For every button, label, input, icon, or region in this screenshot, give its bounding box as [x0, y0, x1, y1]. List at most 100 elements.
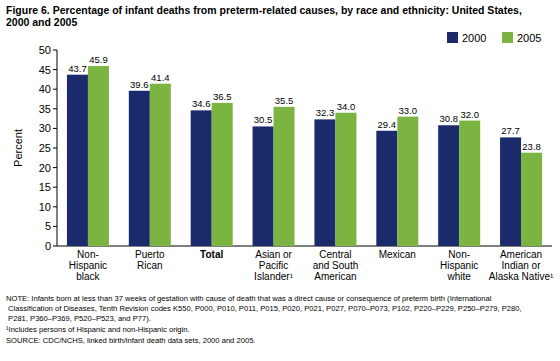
x-tick-label: Asian orPacificIslander¹: [254, 249, 294, 282]
x-tick-label: AmericanIndian orAlaska Native¹: [489, 249, 554, 282]
y-tick-label: 15: [39, 181, 51, 193]
text-line: NOTE: Infants born at less than 37 weeks…: [6, 294, 492, 303]
text-line: Pacific: [259, 260, 288, 271]
bar: [500, 137, 521, 246]
data-label: 39.6: [130, 79, 149, 90]
x-tick-label: Non-Hispanicwhite: [440, 249, 478, 282]
data-label: 35.5: [275, 95, 294, 106]
data-label: 45.9: [89, 54, 108, 65]
text-line: SOURCE: CDC/NCHS, linked birth/infant de…: [6, 336, 255, 345]
text-line: ¹Includes persons of Hispanic and non-Hi…: [6, 325, 190, 334]
data-label: 27.7: [501, 125, 520, 136]
legend: 2000 2005: [447, 32, 541, 44]
bar: [314, 119, 335, 246]
bar: [67, 75, 88, 246]
note: SOURCE: CDC/NCHS, linked birth/infant de…: [6, 336, 255, 345]
bar: [376, 131, 397, 246]
y-tick: [53, 206, 57, 207]
x-tick-label: Non-Hispanicblack: [69, 249, 107, 282]
text-line: Asian or: [255, 249, 292, 260]
text-line: Non-: [448, 249, 470, 260]
bar: [129, 91, 150, 246]
title: Figure 6. Percentage of infant deaths fr…: [6, 4, 522, 28]
text-line: Hispanic: [440, 260, 478, 271]
text-line: Figure 6. Percentage of infant deaths fr…: [6, 4, 522, 16]
bar: [438, 125, 459, 246]
y-tick-label: 0: [45, 240, 51, 252]
text-line: Classification of Diseases, Tenth Revisi…: [6, 304, 522, 313]
y-axis-label: Percent: [12, 129, 24, 167]
y-tick-label: 50: [39, 44, 51, 56]
bar: [459, 121, 480, 246]
data-label: 30.8: [439, 113, 458, 124]
y-tick: [53, 148, 57, 149]
legend-label: 2000: [462, 32, 486, 44]
bar: [212, 103, 233, 246]
bar: [397, 117, 418, 246]
text-line: and South: [313, 260, 359, 271]
y-tick: [53, 69, 57, 70]
x-tick-label: Mexican: [379, 249, 416, 260]
text-line: 2000 and 2005: [6, 16, 77, 28]
text-line: Central: [319, 249, 351, 260]
bar: [521, 153, 542, 246]
y-tick: [53, 226, 57, 227]
y-tick: [53, 167, 57, 168]
bar: [253, 126, 274, 246]
note: ¹Includes persons of Hispanic and non-Hi…: [6, 325, 190, 334]
y-tick: [53, 50, 57, 51]
chart: Figure 6. Percentage of infant deaths fr…: [0, 0, 560, 361]
data-label: 32.0: [460, 109, 479, 120]
y-tick-label: 45: [39, 64, 51, 76]
y-tick-label: 30: [39, 122, 51, 134]
data-label: 30.5: [254, 114, 273, 125]
text-line: P281, P360–P369, P520–P523, and P77).: [6, 314, 151, 323]
data-label: 34.6: [192, 98, 211, 109]
y-tick-label: 10: [39, 201, 51, 213]
text-line: Alaska Native¹: [489, 271, 554, 282]
y-tick: [53, 187, 57, 188]
legend-swatch: [447, 32, 458, 43]
x-tick-label: Centraland SouthAmerican: [313, 249, 359, 282]
text-line: Rican: [137, 260, 163, 271]
text-line: Mexican: [379, 249, 416, 260]
data-label: 29.4: [378, 119, 397, 130]
y-tick: [53, 246, 57, 247]
data-label: 43.7: [68, 63, 87, 74]
data-label: 41.4: [151, 72, 170, 83]
y-tick: [53, 89, 57, 90]
bar: [191, 110, 212, 246]
y-tick-label: 20: [39, 162, 51, 174]
legend-swatch: [502, 32, 513, 43]
legend-label: 2005: [517, 32, 541, 44]
text-line: American: [500, 249, 542, 260]
x-tick-label: PuertoRican: [135, 249, 165, 271]
bar: [335, 113, 356, 246]
data-label: 32.3: [316, 107, 335, 118]
data-label: 34.0: [337, 101, 356, 112]
text-line: Islander¹: [254, 271, 294, 282]
data-label: 33.0: [399, 105, 418, 116]
data-label: 36.5: [213, 91, 232, 102]
y-tick-label: 5: [45, 220, 51, 232]
text-line: black: [76, 271, 100, 282]
bar: [150, 84, 171, 246]
bars: [67, 66, 542, 246]
y-tick-label: 35: [39, 103, 51, 115]
y-tick: [53, 128, 57, 129]
x-tick-label: Total: [200, 249, 223, 260]
data-label: 23.8: [522, 141, 541, 152]
bar: [274, 107, 295, 246]
y-tick: [53, 108, 57, 109]
y-tick-label: 40: [39, 83, 51, 95]
text-line: Puerto: [135, 249, 165, 260]
bar: [88, 66, 109, 246]
data-labels: 43.745.9 39.641.4 34.636.5 30.535.5 32.334.0…: [68, 54, 541, 152]
text-line: Non-: [77, 249, 99, 260]
text-line: Total: [200, 249, 223, 260]
text-line: Hispanic: [69, 260, 107, 271]
y-tick-label: 25: [39, 142, 51, 154]
note: NOTE: Infants born at less than 37 weeks…: [6, 294, 522, 323]
text-line: white: [447, 271, 472, 282]
text-line: American: [314, 271, 356, 282]
